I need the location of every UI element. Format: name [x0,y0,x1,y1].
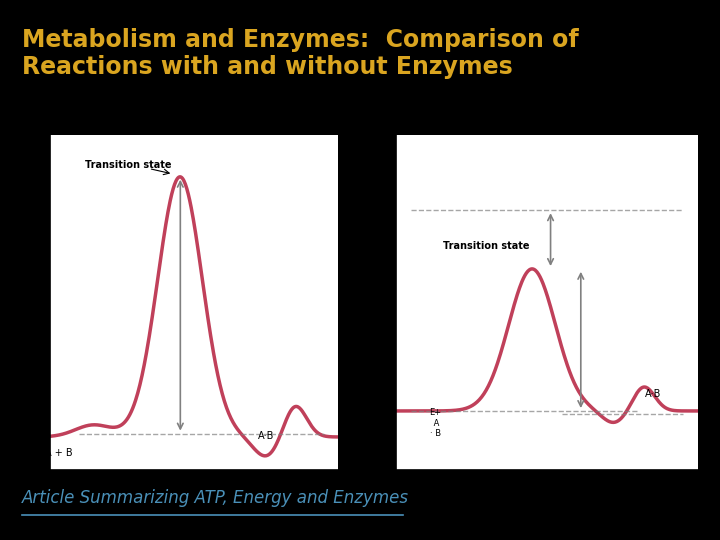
Text: A·B: A·B [645,389,661,399]
Text: A·B: A·B [258,431,274,441]
Text: Transition state: Transition state [444,241,530,252]
Text: E+
 A
· B: E+ A · B [429,408,441,438]
Text: Transition state: Transition state [85,160,172,171]
Y-axis label: Energy: Energy [383,283,393,322]
X-axis label: Reaction coordinate: Reaction coordinate [145,472,243,483]
X-axis label: Reaction coordinate: Reaction coordinate [498,472,596,483]
Text: Article Summarizing ATP, Energy and Enzymes: Article Summarizing ATP, Energy and Enzy… [22,489,409,507]
Text: Effect of reactants and transition state
bound by enzyme: Effect of reactants and transition state… [396,113,572,133]
Text: A + B: A + B [45,448,72,458]
Text: Metabolism and Enzymes:  Comparison of
Reactions with and without Enzymes: Metabolism and Enzymes: Comparison of Re… [22,28,578,79]
Y-axis label: Energy: Energy [37,283,48,322]
Text: Uncatalyzed reaction: Uncatalyzed reaction [50,123,153,133]
